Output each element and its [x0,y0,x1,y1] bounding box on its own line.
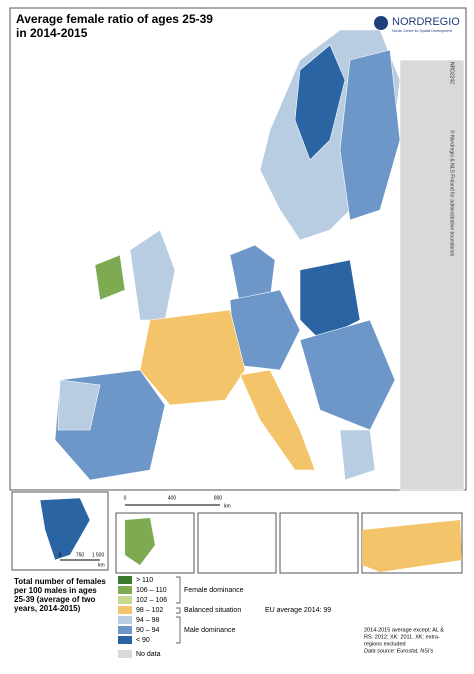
scale-unit: km [98,562,105,568]
note: 2014-2015 average except: AL & [364,627,444,633]
scale-label: 1 500 [92,552,105,558]
legend-bracket [176,607,181,614]
scale-unit: km [224,503,231,509]
eu-average: EU average 2014: 99 [265,607,331,614]
inset-canaries [279,512,359,574]
scale-label: 800 [214,495,223,501]
legend-swatch [118,606,132,614]
land [54,29,465,491]
scale-label: 750 [76,552,85,558]
guiana [125,518,155,565]
ireland [94,254,126,301]
legend-bracket [176,616,181,644]
uk [129,229,176,321]
note: RS: 2012; XK: 2011. XK: extra- [364,634,440,640]
copyright: © Nordregio & NLS Finland for administra… [449,130,456,257]
legend-swatch [118,576,132,584]
legend-label: 98 – 102 [136,607,163,614]
legend-label: No data [136,651,161,658]
legend-swatch [118,586,132,594]
legend-group: Balanced situation [184,607,241,614]
scale-label: 0 [124,495,127,501]
scale-label: 0 [59,552,62,558]
legend-swatch [118,650,132,658]
legend-swatch [118,636,132,644]
legend-title: per 100 males in ages [14,586,97,595]
legend-label: 94 – 98 [136,617,159,624]
turkey-east [362,520,462,572]
legend-label: 106 – 110 [136,587,167,594]
logo-subtitle: Nordic Centre for Spatial Development [392,29,452,33]
source: Data source: Eurostat, NSI's [364,648,433,654]
balkans [299,319,396,431]
legend-title: Total number of females [14,577,106,586]
sweden-north [294,44,346,161]
legend-swatch [118,596,132,604]
insets: 0 750 1 500 km 0 400 800 km [11,491,463,574]
scale-label: 400 [168,495,177,501]
greece [339,429,376,481]
legend-bracket [176,576,181,604]
finland [339,49,401,221]
italy [239,369,316,471]
logo: NORDREGIO [392,16,460,28]
inset-azores [197,512,277,574]
logo-icon [374,16,388,30]
legend-group: Female dominance [184,587,244,594]
legend-group: Male dominance [184,627,235,634]
legend-label: > 110 [136,577,153,584]
legend-swatch [118,626,132,634]
note: regions excluded [364,641,406,647]
legend-swatch [118,616,132,624]
title-line: in 2014-2015 [16,26,88,40]
portugal-west [57,379,101,431]
legend-title: 25-39 (average of two [14,595,95,604]
map-id: NRD2242 [449,62,455,84]
legend-label: 90 – 94 [136,627,159,634]
no-data-east [399,59,465,491]
title-box [12,10,202,42]
legend-label: < 90 [136,637,150,644]
legend-label: 102 – 106 [136,597,167,604]
denmark-germany-north [229,244,276,306]
greenland [39,497,91,561]
legend-title: years, 2014-2015) [14,604,81,613]
title-line: Average female ratio of ages 25-39 [16,12,213,26]
